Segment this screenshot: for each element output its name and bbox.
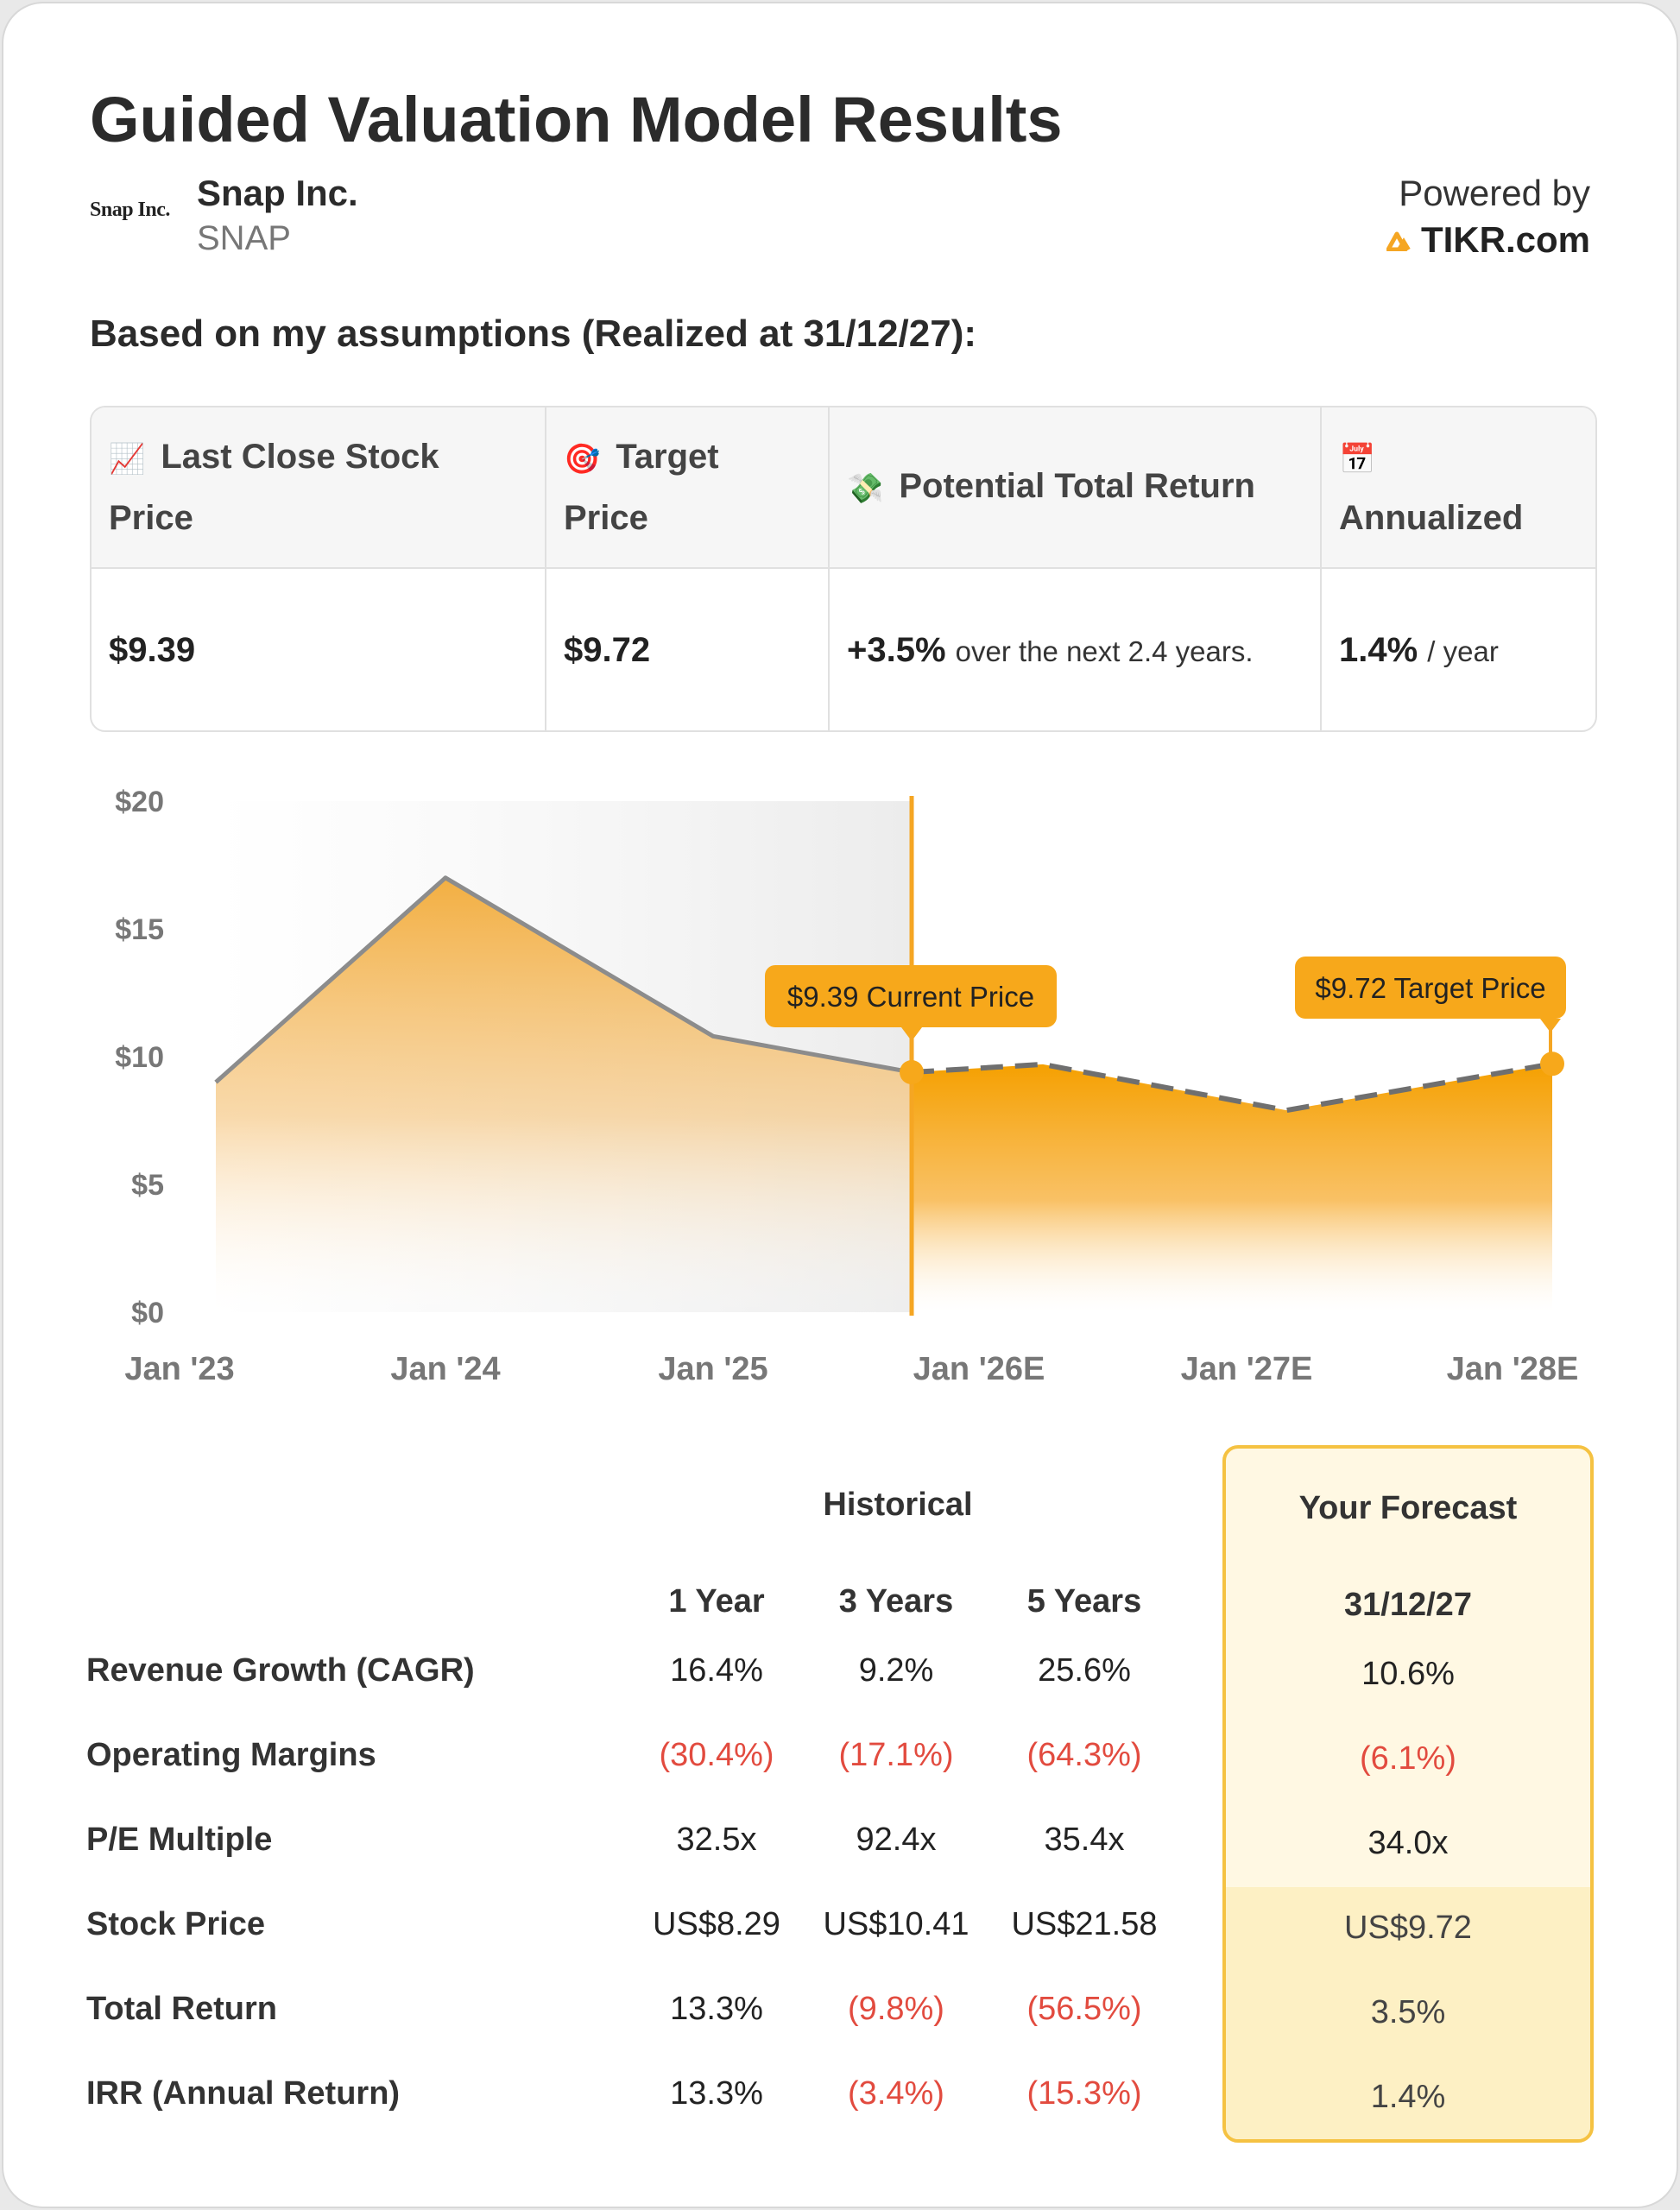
historical-line [214, 875, 913, 1084]
annualized-value: 1.4% [1339, 631, 1418, 669]
company-name: Snap Inc. [197, 173, 358, 213]
y-tick-label: $20 [115, 786, 164, 818]
x-tick-label: Jan '27E [1181, 1351, 1313, 1387]
target-icon: 🎯 [564, 442, 601, 476]
y-tick-label: $0 [131, 1297, 164, 1329]
assumptions-subtitle: Based on my assumptions (Realized at 31/… [90, 313, 977, 355]
tikr-brand: TIKR.com [1420, 219, 1590, 260]
chart-increasing-icon: 📈 [109, 442, 146, 476]
money-icon: 💸 [847, 471, 884, 505]
company-ticker: SNAP [197, 219, 291, 257]
callout-label: $9.72 Target Price [1315, 972, 1545, 1004]
total-return-cell: +3.5% over the next 2.4 years. [829, 568, 1322, 730]
y-tick-label: $10 [115, 1041, 164, 1074]
y-tick-label: $15 [115, 913, 164, 946]
header-total-return: 💸 Potential Total Return [829, 407, 1322, 569]
x-tick-label: Jan '26E [913, 1351, 1045, 1387]
powered-by-label: Powered by [1399, 173, 1590, 213]
forecast-line [911, 1061, 1553, 1114]
annualized-note: / year [1427, 635, 1499, 667]
callout-box [765, 965, 1057, 1027]
forecast-area [912, 1064, 1552, 1312]
header-last-close: 📈 Last Close Stock Price [92, 407, 546, 569]
x-tick-label: Jan '23 [124, 1351, 234, 1387]
callout-label: $9.39 Current Price [787, 981, 1034, 1013]
callout-box [1295, 957, 1566, 1019]
tikr-logo-icon [1386, 231, 1411, 251]
x-tick-label: Jan '28E [1447, 1351, 1579, 1387]
y-tick-label: $5 [131, 1169, 164, 1202]
header-target-price: 🎯 Target Price [546, 407, 830, 569]
total-return-value: +3.5% [847, 631, 946, 669]
page-title: Guided Valuation Model Results [90, 84, 1063, 155]
price-marker [900, 1060, 924, 1085]
total-return-note: over the next 2.4 years. [955, 635, 1254, 667]
x-tick-label: Jan '24 [390, 1351, 500, 1387]
x-tick-label: Jan '25 [658, 1351, 767, 1387]
target-price-value: $9.72 [546, 568, 830, 730]
price-chart: $20 $15 $10 $5 $0 Jan '23 Jan '24 Jan '25 Jan '2… [115, 786, 1579, 1387]
summary-table: 📈 Last Close Stock Price 🎯 Target Price 💸 P… [90, 406, 1597, 732]
company-logo: Snap Inc. [90, 199, 170, 221]
tikr-link[interactable]: TIKR.com [1386, 219, 1590, 261]
price-marker [1540, 1051, 1564, 1077]
header-annualized: 📅 Annualized [1321, 407, 1595, 569]
last-close-value: $9.39 [92, 568, 546, 730]
historical-area [216, 877, 912, 1312]
calendar-icon: 📅 [1339, 442, 1376, 476]
annualized-cell: 1.4% / year [1321, 568, 1595, 730]
